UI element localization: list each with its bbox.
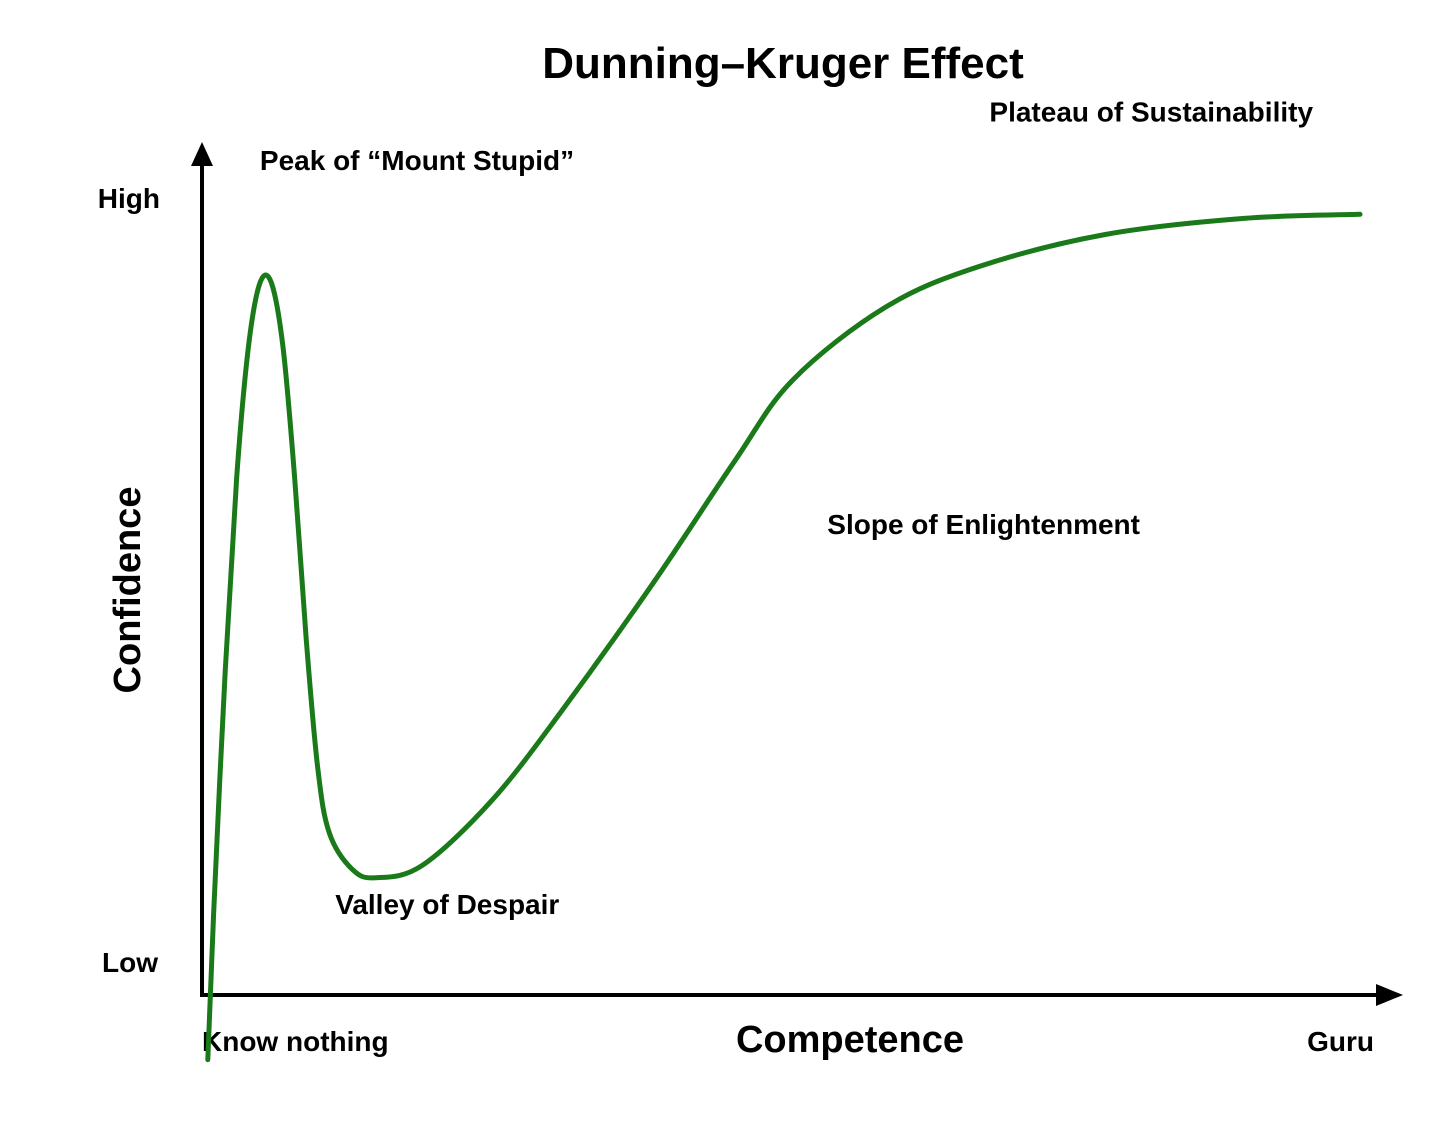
x-axis-title: Competence [736,1019,964,1061]
annotation-3: Slope of Enlightenment [827,509,1140,540]
annotation-1: Peak of “Mount Stupid” [260,145,574,176]
x-tick-max: Guru [1307,1026,1374,1057]
confidence-curve [205,211,1363,1063]
annotations: Peak of “Mount Stupid” Valley of Despair S… [260,96,1314,920]
annotation-2: Valley of Despair [335,889,559,920]
x-axis-arrow [1376,984,1403,1006]
y-axis-arrow [191,142,213,166]
y-tick-high: High [98,183,160,214]
y-tick-low: Low [102,947,158,978]
chart-title: Dunning–Kruger Effect [542,39,1024,88]
x-tick-min: Know nothing [202,1026,389,1057]
y-axis-title: Confidence [107,487,149,694]
annotation-4: Plateau of Sustainability [989,96,1313,127]
